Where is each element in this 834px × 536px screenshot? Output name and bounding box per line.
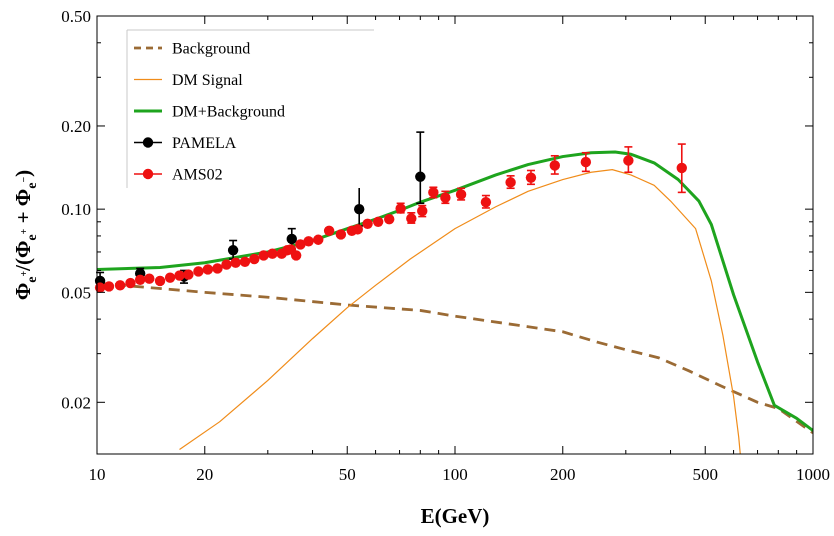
ams02-point-2 (114, 280, 126, 291)
ams02-point-0 (94, 282, 106, 293)
ams02-point-32 (384, 213, 395, 225)
pamela-point-6 (415, 171, 426, 182)
ams02-point-6 (154, 275, 166, 287)
ams02-point-39 (480, 196, 492, 208)
ams02-point-34 (406, 213, 417, 224)
y-label-sup-3: − (19, 177, 30, 183)
ams02-point-4 (134, 274, 146, 286)
ams02-point-14 (230, 257, 241, 268)
ams02-point-10 (193, 266, 204, 277)
series-line-background (97, 281, 813, 435)
x-tick-label-4: 200 (550, 465, 576, 484)
legend-box (127, 30, 374, 188)
legend: Background DM Signal DM+Background PAMELA AM… (126, 29, 374, 188)
y-tick-label-3: 0.20 (61, 117, 91, 136)
y-tick-label-2: 0.10 (61, 200, 91, 219)
x-tick-label-2: 50 (339, 465, 356, 484)
ams02-point-11 (202, 264, 214, 275)
y-axis-label: Φe+/(Φe+ + Φe−) (11, 170, 40, 300)
y-label-sub-3: e (25, 183, 40, 189)
x-axis-label: E(GeV) (421, 504, 490, 528)
y-label-sup-1: + (19, 271, 30, 277)
ams02-point-25 (313, 234, 324, 245)
ams02-point-24 (303, 236, 314, 247)
ams02-point-9 (183, 269, 194, 280)
y-label-slash: /( (11, 258, 35, 272)
ams02-point-43 (580, 156, 592, 168)
ams02-point-31 (372, 216, 384, 227)
ams02-point-30 (362, 218, 373, 230)
legend-pamela-marker (142, 137, 154, 148)
ams02-point-23 (295, 239, 306, 250)
legend-dm-signal-label: DM Signal (172, 72, 243, 89)
ams02-point-42 (549, 160, 560, 171)
ams02-point-3 (125, 277, 136, 289)
ams02-point-26 (323, 225, 335, 236)
ams02-point-40 (505, 177, 516, 188)
x-tick-label-1: 20 (196, 465, 213, 484)
ams02-point-36 (428, 187, 439, 198)
ams02-point-35 (417, 205, 428, 217)
legend-background-label: Background (172, 41, 250, 58)
y-label-phi-2: Φ (11, 241, 35, 258)
ams02-point-17 (258, 250, 269, 261)
legend-dm-background-label: DM+Background (172, 104, 285, 121)
x-tick-label-6: 1000 (796, 465, 830, 484)
ams02-point-45 (676, 162, 687, 174)
x-tick-label-5: 500 (692, 465, 718, 484)
legend-ams02-label: AMS02 (172, 167, 223, 184)
y-tick-label-0: 0.02 (61, 393, 91, 412)
ams02-point-27 (335, 229, 347, 240)
ams02-point-33 (395, 203, 406, 214)
y-label-phi-1: Φ (11, 283, 35, 300)
ams02-point-41 (525, 172, 537, 183)
series-line-dm-signal (179, 169, 741, 454)
ams02-point-38 (455, 189, 467, 200)
pamela-point-4 (286, 233, 297, 245)
x-tick-label-0: 10 (89, 465, 106, 484)
ams02-point-8 (174, 270, 185, 281)
y-label-sub-1: e (25, 277, 40, 283)
x-tick-label-3: 100 (442, 465, 468, 484)
legend-pamela-label: PAMELA (172, 135, 237, 152)
y-label-plus: + (11, 206, 35, 228)
pamela-point-3 (227, 245, 239, 256)
y-label-phi-3: Φ (11, 189, 35, 206)
ams02-point-1 (103, 281, 115, 292)
ams02-point-44 (623, 155, 634, 166)
pamela-point-5 (353, 203, 365, 215)
y-tick-label-1: 0.05 (61, 283, 91, 302)
ams02-point-15 (239, 256, 251, 267)
y-label-sup-2: + (19, 228, 30, 234)
ticks-layer: 10 20 50 100 200 500 1000 0.02 0.05 0.10 0.20 0.50 (61, 7, 830, 484)
ams02-point-18 (267, 248, 278, 259)
ams02-point-7 (164, 272, 176, 283)
ams02-point-5 (144, 273, 155, 284)
ams02-point-13 (221, 259, 232, 270)
y-tick-label-4: 0.50 (61, 7, 91, 26)
ams02-point-22 (290, 250, 302, 261)
y-label-sub-2: e (25, 234, 40, 240)
legend-ams02-marker (142, 168, 154, 180)
ams02-point-29 (352, 224, 363, 235)
ams02-point-12 (212, 263, 223, 274)
ams02-point-37 (440, 192, 451, 203)
y-label-close: ) (11, 170, 35, 177)
ams02-point-16 (249, 253, 260, 265)
